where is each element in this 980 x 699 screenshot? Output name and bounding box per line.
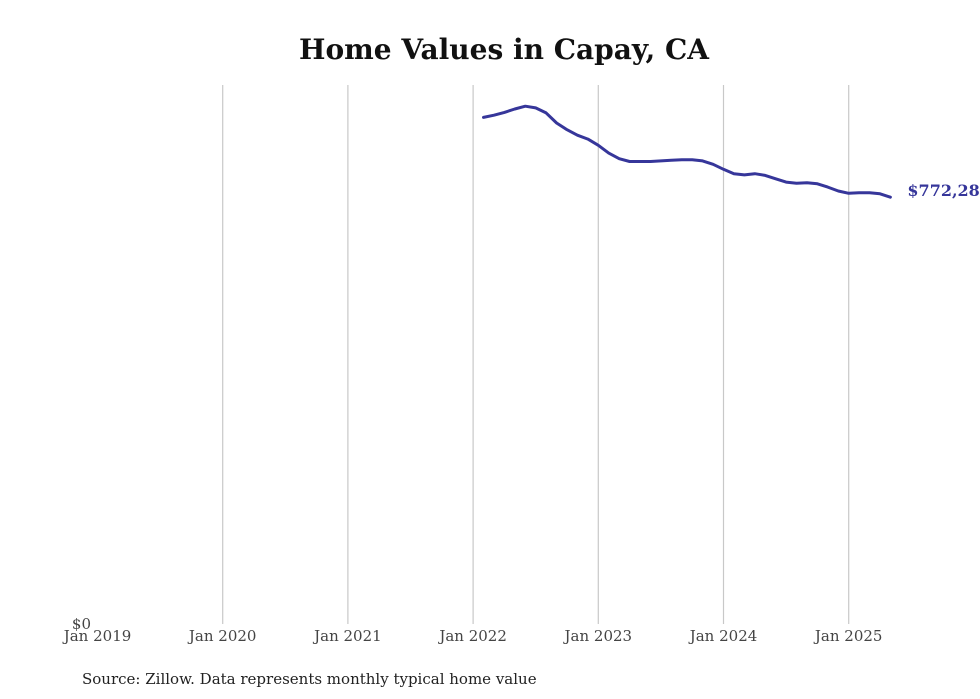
source-note: Source: Zillow. Data represents monthly … [82,670,537,688]
x-tick-label: Jan 2023 [563,627,633,645]
x-axis: Jan 2019 Jan 2020 Jan 2021 Jan 2022 Jan 2023… [62,627,883,645]
series-end-label: $772,289 [907,181,980,200]
gridlines [222,85,850,624]
chart-title: Home Values in Capay, CA [299,33,710,66]
x-tick-label: Jan 2021 [312,627,382,645]
series-layer [482,104,892,199]
y-tick-label: $0 [72,615,91,633]
x-tick-label: Jan 2024 [688,627,758,645]
series-line [482,104,892,199]
x-tick-label: Jan 2019 [62,627,132,645]
x-tick-label: Jan 2022 [437,627,507,645]
x-tick-label: Jan 2025 [813,627,883,645]
x-tick-label: Jan 2020 [187,627,257,645]
